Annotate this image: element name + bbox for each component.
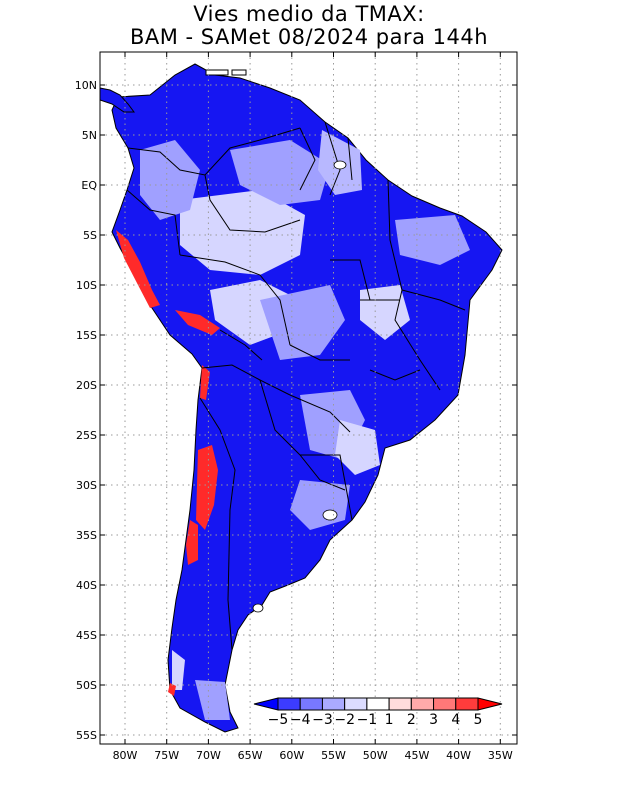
bias-zone [335, 420, 380, 475]
bias-zone [230, 140, 330, 205]
colorbar-label: 2 [407, 712, 416, 728]
central-america [100, 87, 135, 113]
lon-label: 60W [279, 749, 304, 762]
lat-label: 20S [76, 379, 97, 392]
colorbar-swatch [366, 697, 390, 711]
bias-zone [172, 650, 185, 690]
positive-bias-bolivia [175, 310, 220, 335]
colorbar-left-arrow [253, 697, 279, 711]
plot-frame [99, 51, 518, 745]
lon-label: 35W [488, 749, 513, 762]
lake [333, 160, 347, 170]
lake [252, 603, 264, 613]
bias-zone [180, 190, 305, 275]
map-title-line2: BAM - SAMet 08/2024 para 144h [129, 25, 489, 49]
lat-label: 25S [76, 429, 97, 442]
latitude-labels: 10N 5N EQ 5S 10S 15S 20S 25S 30S 35S 40S 45S 50S 55S [75, 79, 98, 742]
lat-label: 35S [76, 529, 97, 542]
bias-zone [140, 140, 200, 220]
positive-bias-chile-south [186, 520, 198, 565]
colorbar-swatch [455, 697, 479, 711]
lon-label: 40W [446, 749, 471, 762]
colorbar-label: 1 [385, 712, 394, 728]
colorbar-right-arrow [477, 697, 503, 711]
longitude-labels: 80W 75W 70W 65W 60W 55W 50W 45W 40W 35W [113, 749, 513, 762]
colorbar-label: 5 [474, 712, 483, 728]
grid-lines [100, 52, 517, 744]
caribbean-island [205, 69, 229, 76]
colorbar: −5 −4 −3 −2 −1 1 2 3 4 5 [253, 697, 503, 728]
lat-label: 30S [76, 479, 97, 492]
colorbar-swatch [433, 697, 457, 711]
bias-zone [360, 285, 410, 340]
bias-zone [195, 680, 230, 720]
lat-label: 5N [82, 129, 97, 142]
colorbar-swatch [321, 697, 346, 711]
lat-label: 55S [76, 729, 97, 742]
positive-bias-peru [116, 230, 160, 308]
colorbar-swatch [344, 697, 368, 711]
positive-bias-chile-north [200, 365, 210, 400]
positive-bias-speck [168, 683, 176, 696]
lat-label: 40S [76, 579, 97, 592]
lat-label: 15S [76, 329, 97, 342]
map-area [100, 63, 503, 733]
lon-label: 65W [238, 749, 263, 762]
map-title-line1: Vies medio da TMAX: [193, 2, 425, 26]
lon-label: 70W [196, 749, 221, 762]
lat-label: 50S [76, 679, 97, 692]
colorbar-label: 3 [429, 712, 438, 728]
colorbar-label: −5 [268, 712, 289, 728]
axis-ticks [100, 52, 517, 744]
colorbar-swatch [299, 697, 323, 711]
lon-label: 45W [404, 749, 429, 762]
lon-label: 50W [363, 749, 388, 762]
lat-label: 5S [83, 229, 97, 242]
lon-label: 75W [154, 749, 179, 762]
caribbean-island [231, 69, 247, 76]
lat-label: 10N [75, 79, 97, 92]
lake [322, 509, 338, 521]
lat-label: 45S [76, 629, 97, 642]
lon-label: 80W [113, 749, 138, 762]
colorbar-label: 4 [451, 712, 460, 728]
colorbar-label: −3 [312, 712, 333, 728]
colorbar-swatch [410, 697, 435, 711]
lat-label: 10S [76, 279, 97, 292]
colorbar-label: −2 [334, 712, 355, 728]
positive-bias-chile-central [196, 445, 218, 530]
colorbar-label: −1 [357, 712, 378, 728]
bias-zone [395, 215, 470, 265]
lon-label: 55W [321, 749, 346, 762]
colorbar-swatch [277, 697, 301, 711]
lat-label: EQ [81, 179, 97, 192]
colorbar-swatch [388, 697, 412, 711]
colorbar-label: −4 [290, 712, 311, 728]
